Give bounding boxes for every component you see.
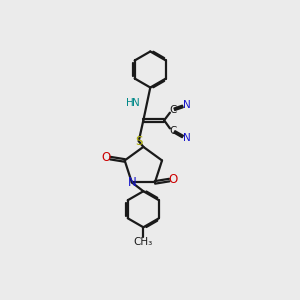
Text: N: N: [183, 100, 191, 110]
Text: N: N: [128, 176, 136, 189]
Text: C: C: [169, 126, 176, 136]
Text: S: S: [135, 135, 142, 148]
Text: N: N: [132, 98, 140, 108]
Text: CH₃: CH₃: [134, 237, 153, 247]
Text: O: O: [102, 151, 111, 164]
Text: N: N: [183, 133, 191, 143]
Text: H: H: [126, 98, 134, 108]
Text: O: O: [169, 173, 178, 186]
Text: C: C: [169, 105, 176, 116]
